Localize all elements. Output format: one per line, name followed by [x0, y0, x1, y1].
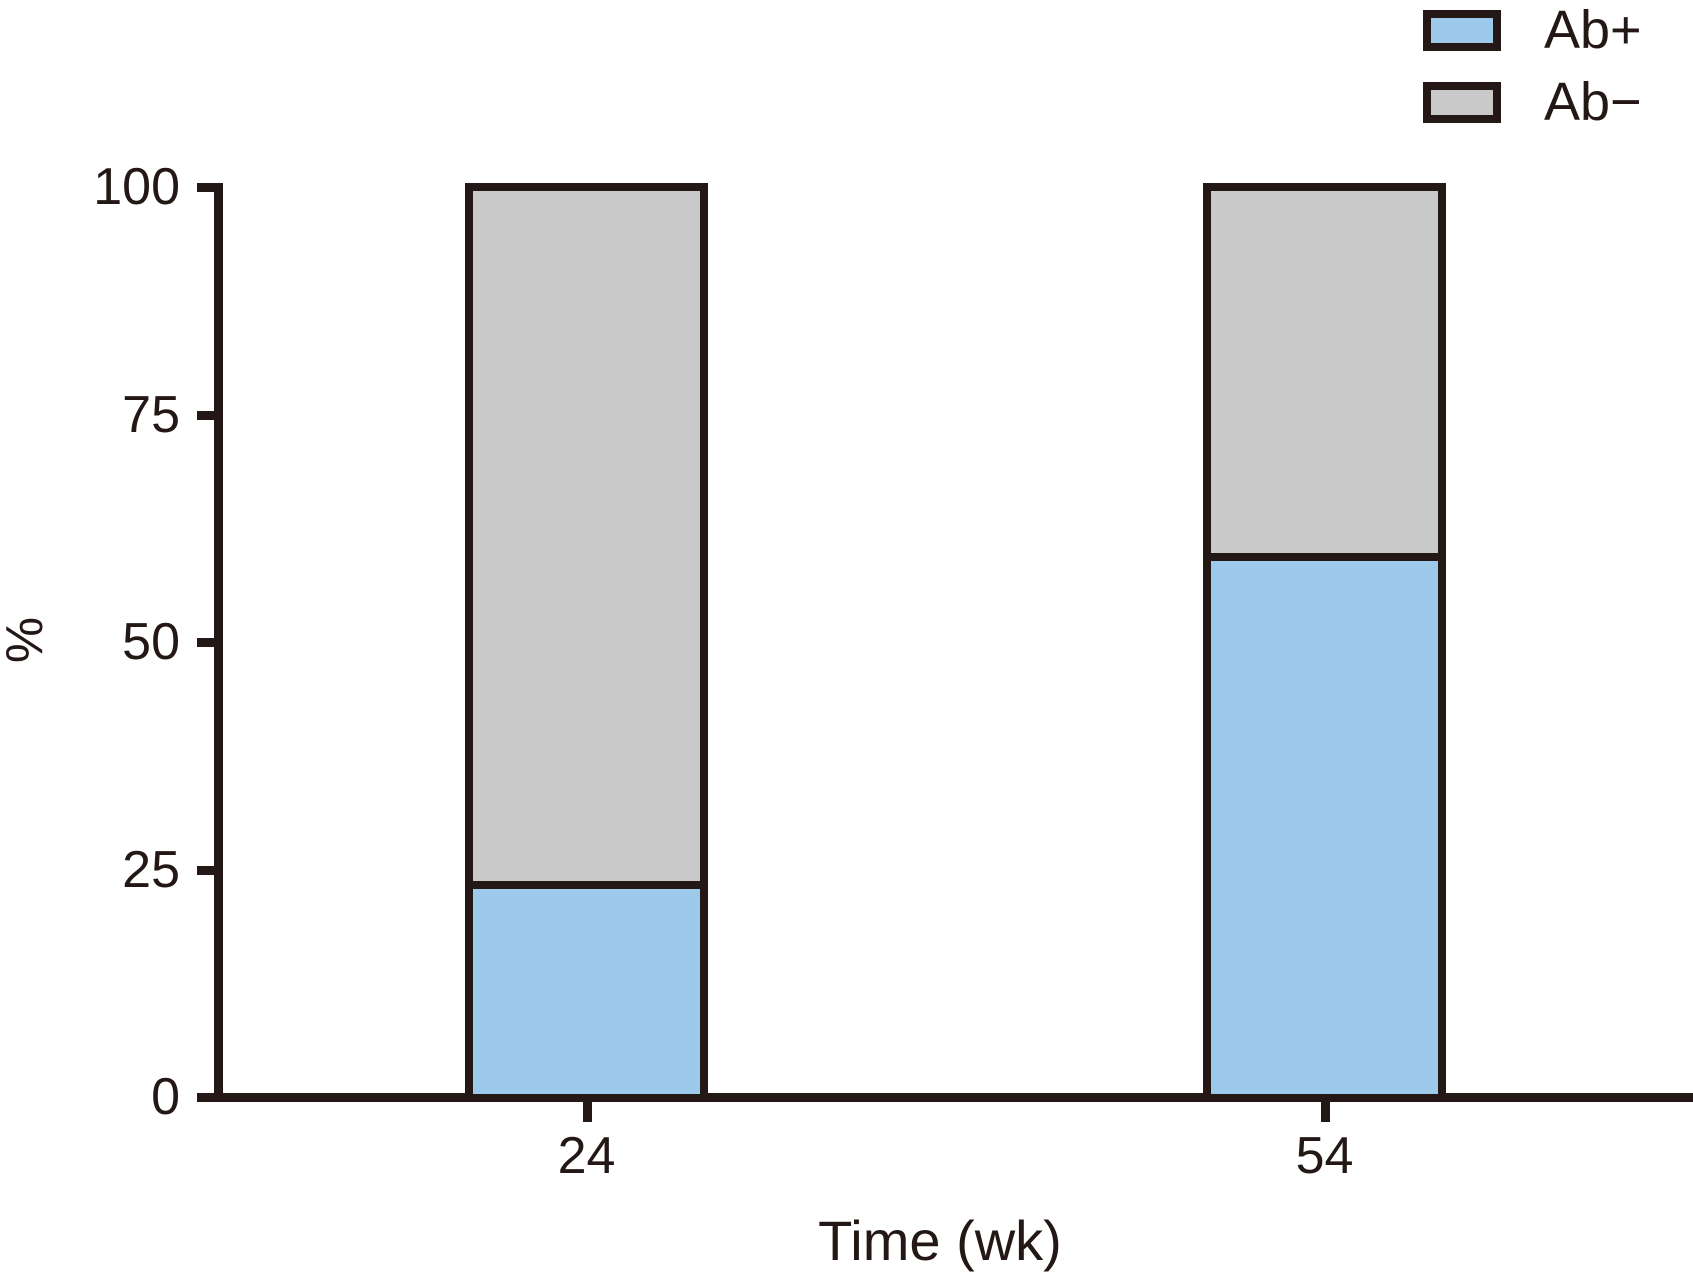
legend-item: Ab+: [1423, 3, 1642, 57]
x-tick: [582, 1102, 592, 1122]
y-tick: [197, 1093, 218, 1102]
x-tick: [1320, 1102, 1330, 1122]
y-tick-label: 75: [122, 385, 180, 444]
legend-item: Ab−: [1423, 75, 1642, 129]
legend-swatch: [1423, 81, 1501, 123]
y-tick-label: 50: [122, 613, 180, 671]
bar-segment-ab-plus: [1211, 553, 1438, 1094]
y-tick-label: 25: [122, 840, 180, 899]
bar-segment-ab-plus: [473, 880, 700, 1094]
y-tick-label: 100: [93, 158, 180, 216]
bar: [1203, 183, 1446, 1102]
bar: [465, 183, 708, 1102]
y-tick: [197, 638, 218, 647]
x-tick-label: 24: [557, 1127, 616, 1185]
y-tick: [197, 865, 218, 875]
y-tick-label: 0: [151, 1068, 180, 1126]
legend-label: Ab+: [1544, 0, 1642, 60]
y-tick: [197, 410, 218, 420]
x-axis-title: Time (wk): [818, 1209, 1062, 1272]
legend-swatch: [1423, 9, 1501, 51]
x-tick-label: 54: [1295, 1127, 1354, 1185]
legend: Ab+ Ab−: [1423, 3, 1642, 129]
y-tick: [197, 183, 218, 192]
y-axis-line: [214, 183, 223, 1102]
legend-label: Ab−: [1544, 72, 1642, 132]
x-axis-line: [197, 1093, 1693, 1102]
